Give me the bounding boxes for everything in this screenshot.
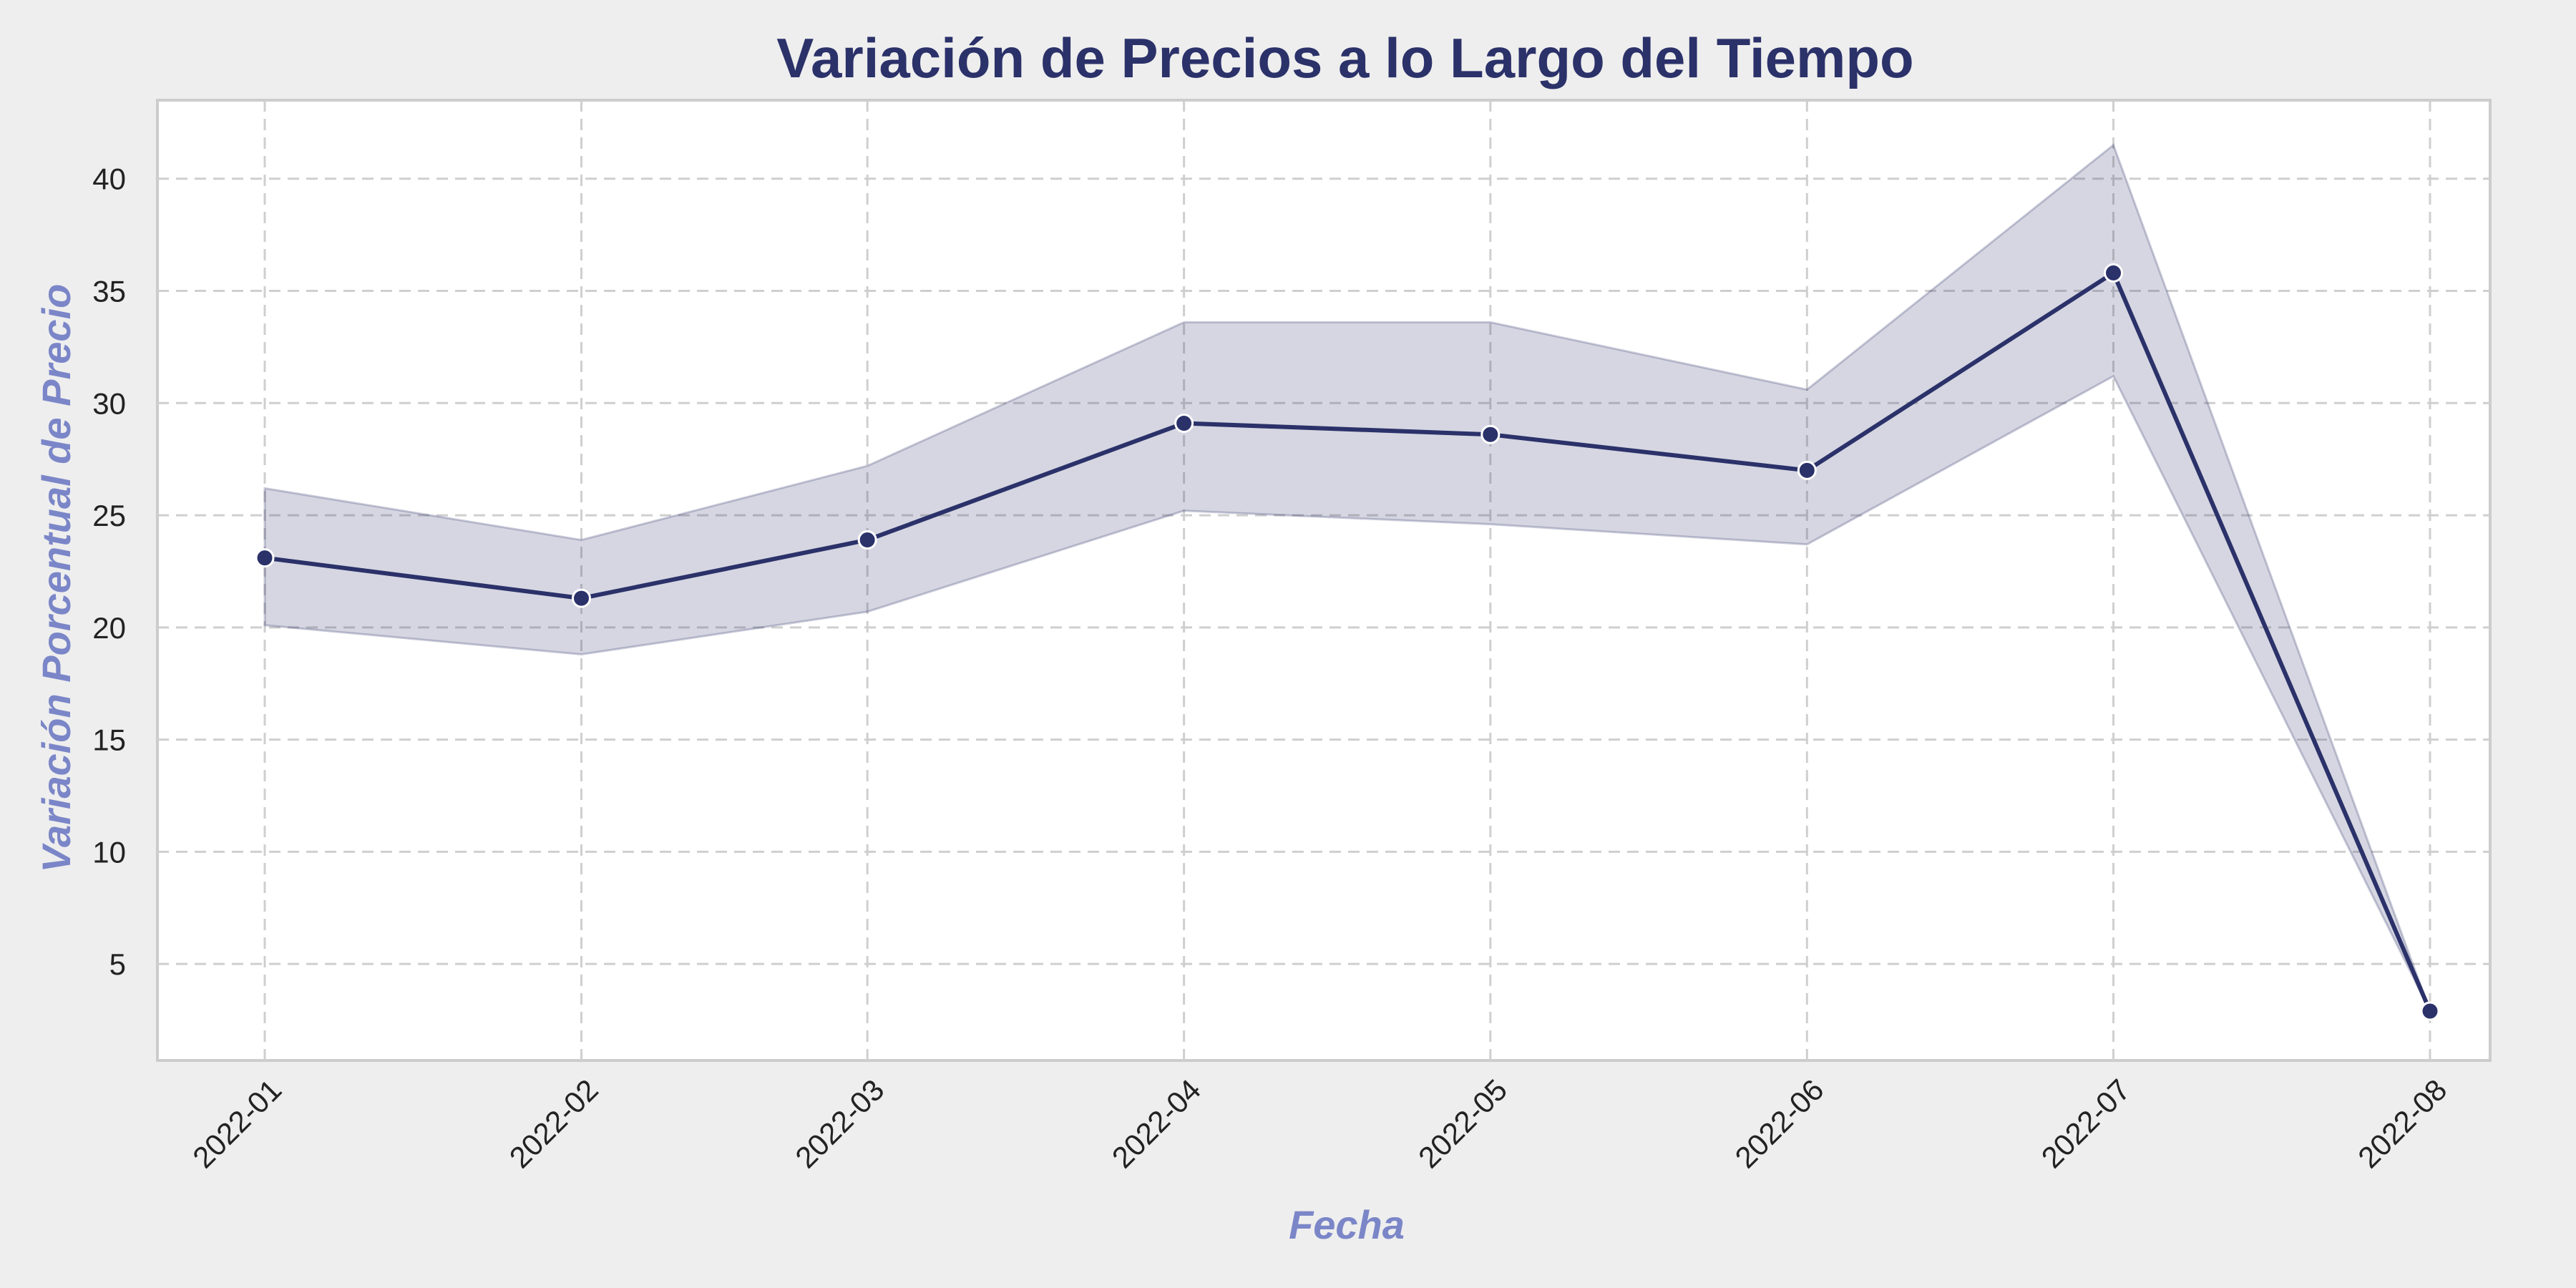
- plot-area: [156, 99, 2492, 1062]
- data-point: [2420, 1001, 2440, 1021]
- y-tick-label: 5: [109, 947, 126, 981]
- data-point: [1797, 460, 1817, 480]
- y-tick-label: 25: [92, 499, 126, 532]
- x-axis-label: Fecha: [1289, 1202, 1405, 1247]
- data-point: [1480, 424, 1501, 444]
- y-tick-label: 35: [92, 275, 126, 308]
- data-point: [857, 530, 877, 550]
- data-point: [571, 588, 591, 608]
- y-axis-label: Variación Porcentual de Precio: [34, 284, 79, 873]
- data-point: [255, 548, 275, 568]
- y-tick-label: 30: [92, 386, 126, 420]
- confidence-band: [263, 143, 2431, 1012]
- data-point: [1174, 414, 1194, 434]
- data-markers: [255, 263, 2440, 1021]
- y-tick-label: 20: [92, 611, 126, 645]
- data-point: [2104, 263, 2124, 283]
- chart-title: Variación de Precios a lo Largo del Tiem…: [776, 26, 1913, 89]
- series-line: [264, 270, 2432, 1013]
- grid-lines: [157, 100, 2490, 1060]
- y-tick-label: 10: [92, 835, 126, 869]
- y-tick-label: 40: [92, 162, 126, 196]
- y-tick-label: 15: [92, 723, 126, 757]
- y-axis-ticks: 5 10 15 20 25 30 35 40: [92, 162, 126, 981]
